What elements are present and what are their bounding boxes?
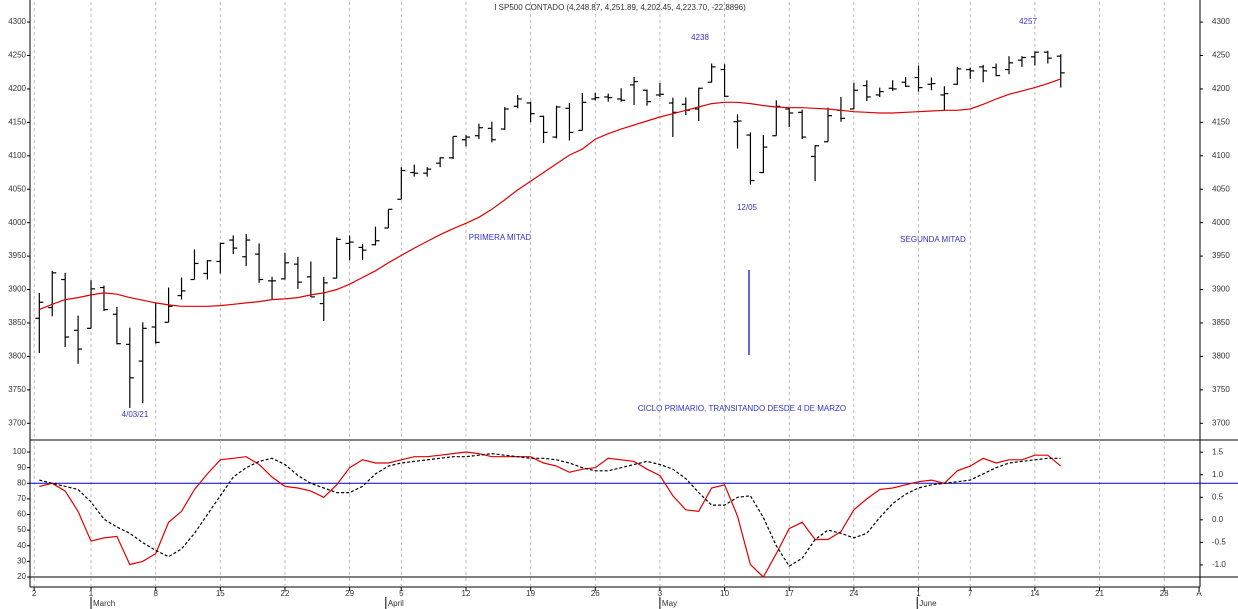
x-tick-label: 24 [849,589,858,598]
x-tick-label: 14 [1030,589,1039,598]
y-tick-label: 80 [17,478,26,487]
y2-tick-label: 0.5 [1212,492,1224,501]
y-tick-label: 3900 [8,285,26,294]
y-tick-label: 4000 [1212,218,1230,227]
x-tick-label: A [1196,589,1202,598]
y-tick-label: 4250 [1212,51,1230,60]
annotation: SEGUNDA MITAD [900,235,966,244]
y-tick-label: 3900 [1212,285,1230,294]
y-tick-label: 3850 [1212,318,1230,327]
y-tick-label: 3700 [1212,418,1230,427]
y-tick-label: 4100 [1212,151,1230,160]
y-tick-label: 3700 [8,418,26,427]
y-tick-label: 4150 [1212,117,1230,126]
y-tick-label: 3800 [8,352,26,361]
annotation: CICLO PRIMARIO, TRANSITANDO DESDE 4 DE M… [638,404,846,413]
x-tick-label: 2 [32,589,37,598]
y2-tick-label: 1.0 [1212,470,1224,479]
x-tick-label: 29 [345,589,354,598]
y-tick-label: 100 [13,447,27,456]
x-tick-label: 17 [785,589,794,598]
chart-title: I SP500 CONTADO (4,248.87, 4,251.89, 4,2… [494,3,746,12]
annotation: PRIMERA MITAD [469,233,532,242]
month-label: June [919,599,937,608]
y-tick-label: 4150 [8,117,26,126]
y-tick-label: 4200 [1212,84,1230,93]
month-label: May [662,599,677,608]
x-tick-label: 7 [968,589,973,598]
y-tick-label: 4050 [1212,184,1230,193]
month-label: March [93,599,115,608]
x-tick-label: 1 [916,589,921,598]
series-line [39,78,1061,311]
y-tick-label: 30 [17,556,26,565]
y-tick-label: 60 [17,510,26,519]
y-tick-label: 90 [17,463,26,472]
x-tick-label: 22 [281,589,290,598]
y-tick-label: 40 [17,541,26,550]
x-tick-label: 15 [216,589,225,598]
y-tick-label: 3850 [8,318,26,327]
annotation: 4257 [1019,17,1037,26]
y-tick-label: 3800 [1212,352,1230,361]
x-tick-label: 21 [1095,589,1104,598]
y-tick-label: 4100 [8,151,26,160]
series-line [39,452,1061,567]
y-tick-label: 4250 [8,51,26,60]
x-tick-label: 28 [1160,589,1169,598]
x-tick-label: 26 [591,589,600,598]
y-tick-label: 50 [17,525,26,534]
annotation: 4/03/21 [122,410,149,419]
y-tick-label: 70 [17,494,26,503]
x-tick-label: 8 [153,589,158,598]
y-tick-label: 4200 [8,84,26,93]
x-tick-label: 5 [399,589,404,598]
annotation: 12/05 [737,203,758,212]
y2-tick-label: -1.0 [1212,560,1226,569]
y-tick-label: 4300 [1212,17,1230,26]
y-tick-label: 20 [17,572,26,581]
y-tick-label: 4300 [8,17,26,26]
y-tick-label: 4050 [8,184,26,193]
annotation: 4238 [691,33,709,42]
x-tick-label: 19 [526,589,535,598]
y2-tick-label: -0.5 [1212,537,1226,546]
y-tick-label: 3950 [8,251,26,260]
y-tick-label: 3750 [8,385,26,394]
y2-tick-label: 0.0 [1212,515,1224,524]
y-tick-label: 3950 [1212,251,1230,260]
month-label: April [388,599,404,608]
x-tick-label: 1 [89,589,94,598]
y-tick-label: 3750 [1212,385,1230,394]
x-tick-label: 10 [720,589,729,598]
series-line [39,451,1062,578]
y2-tick-label: 1.5 [1212,447,1224,456]
x-tick-label: 3 [658,589,663,598]
x-tick-label: 12 [462,589,471,598]
y-tick-label: 4000 [8,218,26,227]
